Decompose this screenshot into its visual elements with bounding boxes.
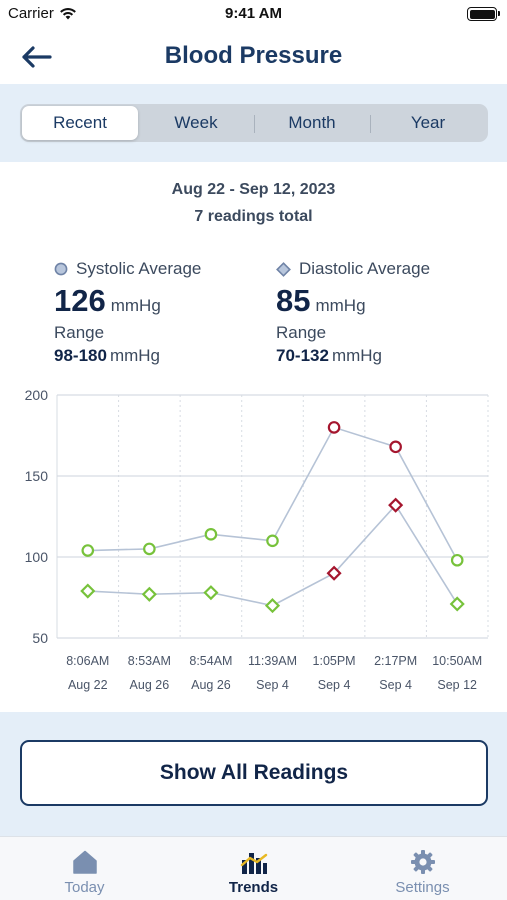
diastolic-point <box>203 585 219 601</box>
tab-today-label: Today <box>64 879 105 896</box>
x-tick-date: Sep 12 <box>437 678 477 692</box>
x-tick-date: Aug 26 <box>130 678 170 692</box>
systolic-summary: Systolic Average 126 mmHg Range 98-180 mm… <box>54 258 201 366</box>
period-segmented-control: Recent Week Month Year <box>20 104 488 142</box>
segment-year[interactable]: Year <box>370 106 486 140</box>
systolic-point <box>81 544 95 557</box>
diamond-marker-icon <box>276 261 291 277</box>
tab-settings-label: Settings <box>395 879 450 896</box>
gear-icon <box>409 848 437 876</box>
period-selector-band: Recent Week Month Year <box>0 84 507 162</box>
systolic-point <box>143 542 156 556</box>
diastolic-value: 85 <box>276 283 311 318</box>
home-icon <box>71 848 99 876</box>
systolic-point <box>266 534 279 548</box>
tab-trends-label: Trends <box>228 879 279 896</box>
diastolic-unit: mmHg <box>315 296 366 315</box>
x-tick-time: 1:05PM <box>313 654 356 668</box>
systolic-point <box>450 553 464 567</box>
blood-pressure-chart: 50 100 150 200 8:06AM Aug 22 8:53AM Aug 26 8:54A… <box>25 387 489 692</box>
diastolic-range-unit: mmHg <box>331 346 382 365</box>
systolic-range-unit: mmHg <box>109 346 160 365</box>
show-all-readings-button[interactable]: Show All Readings <box>20 740 488 806</box>
x-tick-date: Aug 22 <box>68 678 108 692</box>
x-tick-time: 11:39AM <box>248 654 297 668</box>
systolic-point <box>327 421 341 434</box>
diastolic-point <box>449 596 465 612</box>
segment-month[interactable]: Month <box>254 106 370 140</box>
diastolic-point <box>388 497 404 513</box>
systolic-label: Systolic Average <box>76 259 202 278</box>
diastolic-range-value: 70-132 <box>276 346 329 365</box>
battery-icon <box>467 7 500 21</box>
segment-recent[interactable]: Recent <box>22 106 138 140</box>
x-tick-date: Sep 4 <box>318 678 351 692</box>
tab-today[interactable]: Today <box>0 837 169 900</box>
systolic-point <box>204 528 218 541</box>
x-tick-date: Sep 4 <box>256 678 289 692</box>
trends-icon <box>240 848 268 876</box>
y-tick-label: 50 <box>32 630 48 646</box>
tab-bar: Today Trends <box>0 836 507 900</box>
circle-marker-icon <box>54 262 68 276</box>
arrow-left-icon <box>22 46 52 68</box>
segment-week[interactable]: Week <box>174 113 218 132</box>
systolic-value: 126 <box>54 283 106 318</box>
tab-trends[interactable]: Trends <box>169 837 338 900</box>
y-tick-label: 150 <box>25 468 49 484</box>
systolic-range-value: 98-180 <box>54 346 107 365</box>
actions-band: Show All Readings <box>0 712 507 836</box>
x-tick-time: 8:54AM <box>189 654 232 668</box>
x-tick-time: 8:06AM <box>66 654 109 668</box>
x-tick-time: 2:17PM <box>374 654 417 668</box>
diastolic-point <box>326 565 342 581</box>
carrier-indicator: Carrier <box>8 5 77 22</box>
carrier-label: Carrier <box>8 5 54 22</box>
systolic-unit: mmHg <box>110 296 161 315</box>
navigation-bar: Blood Pressure <box>0 30 507 84</box>
x-tick-date: Aug 26 <box>191 678 231 692</box>
x-tick-date: Sep 4 <box>379 678 412 692</box>
diastolic-range-label: Range <box>276 323 327 342</box>
back-button[interactable] <box>14 40 58 74</box>
status-bar: Carrier 9:41 AM <box>0 0 507 30</box>
diastolic-series-line <box>87 503 458 607</box>
wifi-icon <box>59 8 76 20</box>
page-title: Blood Pressure <box>164 42 343 69</box>
x-tick-time: 10:50AM <box>432 654 482 668</box>
x-tick-time: 8:53AM <box>128 654 171 668</box>
tab-settings[interactable]: Settings <box>338 837 507 900</box>
diastolic-label: Diastolic Average <box>299 259 431 278</box>
y-tick-label: 100 <box>25 549 49 565</box>
systolic-range-label: Range <box>54 323 105 342</box>
diastolic-summary: Diastolic Average 85 mmHg Range 70-132 mm… <box>276 258 430 366</box>
date-range: Aug 22 - Sep 12, 2023 <box>171 181 336 198</box>
status-time: 9:41 AM <box>225 5 282 22</box>
systolic-point <box>389 440 402 454</box>
diastolic-point <box>80 583 96 599</box>
y-tick-label: 200 <box>25 387 49 403</box>
diastolic-point <box>141 586 157 602</box>
diastolic-point <box>264 598 281 614</box>
readings-total: 7 readings total <box>194 208 313 225</box>
